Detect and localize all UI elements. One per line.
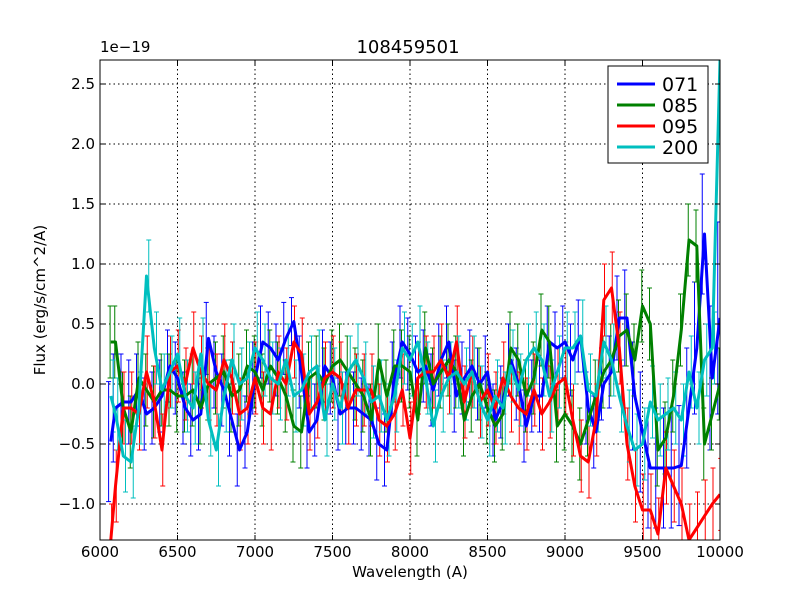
- y-tick-label-4: 1.0: [71, 255, 95, 273]
- y-tick-label-2: 0.0: [71, 375, 95, 393]
- error-bar-085-0: [107, 305, 113, 379]
- error-bar-071-0: [106, 381, 112, 503]
- error-bar-095-77: [702, 479, 708, 540]
- error-bar-200-60: [572, 311, 578, 385]
- series-line-200: [109, 60, 720, 464]
- series-lines: [109, 60, 720, 540]
- series-line-095: [109, 286, 720, 540]
- x-tick-label-1: 6500: [158, 543, 196, 561]
- x-tick-label-4: 8000: [391, 543, 429, 561]
- axes-frame: [99, 59, 721, 541]
- y-tick-label-1: −0.5: [59, 435, 95, 453]
- error-bar-095-70: [648, 473, 654, 540]
- grid-lines: [100, 60, 720, 540]
- legend-label-095: 095: [662, 116, 698, 138]
- error-bar-095-79: [718, 457, 720, 531]
- error-bar-071-75: [684, 347, 690, 469]
- y-tick-label-0: −1.0: [59, 495, 95, 513]
- error-bar-200-6: [154, 311, 159, 385]
- x-tick-label-8: 10000: [696, 543, 744, 561]
- error-bar-095-75: [687, 503, 693, 540]
- error-bar-071-61: [575, 299, 581, 373]
- x-axis-label: Wavelength (A): [352, 563, 468, 581]
- error-bar-071-69: [637, 371, 643, 493]
- x-tick-label-0: 6000: [81, 543, 119, 561]
- error-bar-095-76: [695, 491, 700, 540]
- y-scale-offset-label: 1e−19: [100, 38, 150, 56]
- y-tick-label-6: 2.0: [71, 135, 95, 153]
- x-tick-label-5: 8500: [468, 543, 506, 561]
- legend-label-071: 071: [662, 74, 698, 96]
- legend: 071 085 095 200: [607, 65, 709, 164]
- x-tick-label-6: 9000: [546, 543, 584, 561]
- y-axis-label: Flux (erg/s/cm^2/A): [31, 225, 49, 376]
- y-tick-label-7: 2.5: [71, 75, 95, 93]
- error-bar-200-32: [355, 323, 361, 397]
- y-tick-label-5: 1.5: [71, 195, 95, 213]
- y-tick-label-3: 0.5: [71, 315, 95, 333]
- tick-labels: 6000 6500 7000 7500 8000 8500 9000 9500 10000 −1.…: [59, 75, 744, 561]
- x-tick-label-2: 7000: [236, 543, 274, 561]
- x-tick-label-7: 9500: [623, 543, 661, 561]
- legend-label-085: 085: [662, 95, 698, 117]
- x-tick-label-3: 7500: [313, 543, 351, 561]
- legend-label-200: 200: [662, 137, 698, 159]
- chart-title: 108459501: [356, 37, 459, 58]
